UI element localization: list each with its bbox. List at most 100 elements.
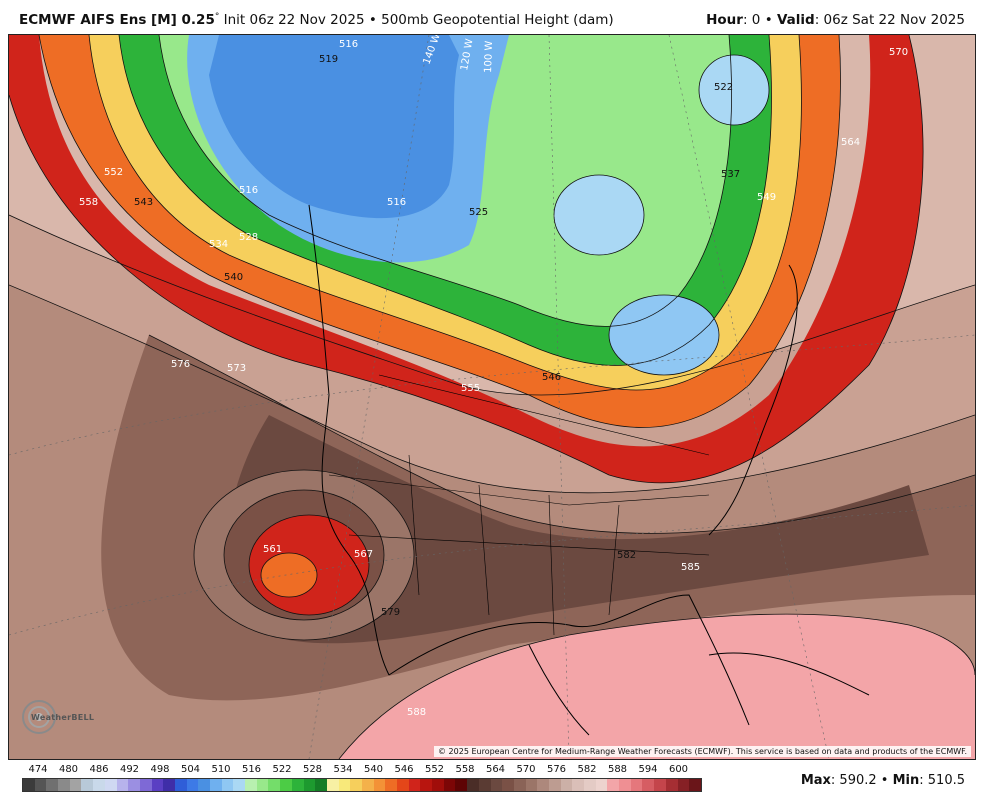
label-516-c: 516 (387, 197, 406, 208)
scale-swatch (443, 779, 456, 791)
scale-tick-label: 480 (58, 764, 79, 775)
scale-bar (22, 778, 702, 792)
scale-tick-label: 498 (150, 764, 170, 775)
label-543: 543 (134, 197, 153, 208)
low-hudson (554, 175, 644, 255)
cutoff-core (261, 553, 317, 597)
scale-swatch (93, 779, 105, 791)
scale-swatch (373, 779, 386, 791)
scale-swatch (408, 779, 421, 791)
scale-swatch (525, 779, 538, 791)
scale-swatch (233, 779, 246, 791)
scale-swatch (361, 779, 374, 791)
label-588: 588 (407, 707, 426, 718)
state-borders (328, 374, 710, 636)
scale-swatch (291, 779, 304, 791)
scale-tick-label: 474 (28, 764, 48, 775)
model-name: ECMWF AIFS Ens [M] 0.25 (19, 12, 215, 28)
hour-label: Hour (706, 12, 743, 28)
scale-swatch (537, 779, 549, 791)
scale-tick-label: 492 (119, 764, 140, 775)
scale-swatch (245, 779, 257, 791)
color-scale: 474 480 486 492 498 504 510 516 522 528 534 540 546 5… (22, 764, 702, 798)
scale-swatch (350, 779, 362, 791)
scale-swatch (595, 779, 608, 791)
label-582: 582 (617, 550, 636, 561)
scale-swatch (174, 779, 187, 791)
scale-swatch (397, 779, 409, 791)
scale-swatch (128, 779, 140, 791)
scale-tick-label: 510 (211, 764, 231, 775)
scale-swatch (198, 779, 210, 791)
scale-tick-label: 576 (546, 764, 567, 775)
scale-swatch (256, 779, 269, 791)
label-567: 567 (354, 549, 373, 560)
copyright-notice: © 2025 European Centre for Medium-Range … (434, 746, 971, 757)
scale-swatch (163, 779, 175, 791)
scale-swatch (560, 779, 573, 791)
scale-tick-label: 534 (333, 764, 353, 775)
scale-swatch (338, 779, 351, 791)
scale-swatch (69, 779, 82, 791)
low-greenland (699, 55, 769, 125)
scale-swatch (385, 779, 397, 791)
chart-header: ECMWF AIFS Ens [M] 0.25° Init 06z 22 Nov… (0, 0, 984, 34)
scale-swatch (665, 779, 678, 791)
scale-tick-label: 546 (394, 764, 414, 775)
scale-tick-label: 558 (455, 764, 475, 775)
scale-swatch (151, 779, 164, 791)
scale-swatch (280, 779, 292, 791)
max-label: Max (800, 773, 831, 788)
title: ECMWF AIFS Ens [M] 0.25° Init 06z 22 Nov… (19, 12, 614, 28)
contour-labels: 516 519 516 516 522 525 528 534 537 540 … (79, 35, 908, 718)
max-value: : 590.2 (830, 773, 877, 788)
low-quebec (609, 295, 719, 375)
scale-swatch (548, 779, 561, 791)
contour-lines (9, 35, 975, 759)
scale-swatch (619, 779, 631, 791)
stats-separator: • (880, 773, 889, 788)
label-522: 522 (714, 82, 733, 93)
scale-swatch (490, 779, 503, 791)
low-core (209, 35, 459, 219)
valid-separator: • (764, 12, 773, 28)
scale-swatch (455, 779, 468, 791)
scale-tick-label: 522 (272, 764, 292, 775)
min-value: : 510.5 (919, 773, 965, 788)
scale-swatch (58, 779, 70, 791)
scale-swatch (607, 779, 620, 791)
label-540: 540 (224, 272, 243, 283)
label-558: 558 (79, 197, 98, 208)
hour-value: : 0 (742, 12, 761, 28)
scale-swatch (689, 779, 701, 791)
scale-swatch (46, 779, 59, 791)
label-585: 585 (681, 562, 700, 573)
scale-tick-label: 540 (363, 764, 384, 775)
label-528: 528 (239, 232, 258, 243)
scale-swatch (326, 779, 339, 791)
height-map[interactable]: 516 519 516 516 522 525 528 534 537 540 … (8, 34, 976, 760)
swirl-icon (22, 700, 56, 734)
label-516-w: 516 (239, 185, 258, 196)
label-537: 537 (721, 169, 740, 180)
label-534: 534 (209, 239, 228, 250)
coastlines (308, 204, 870, 736)
max-min-readout: Max: 590.2 • Min: 510.5 (801, 773, 965, 788)
scale-swatch (513, 779, 526, 791)
scale-tick-label: 594 (638, 764, 658, 775)
scale-swatch (186, 779, 199, 791)
label-576: 576 (171, 359, 190, 370)
product-name: 500mb Geopotential Height (dam) (381, 12, 614, 28)
scale-swatch (478, 779, 491, 791)
scale-tick-label: 582 (577, 764, 597, 775)
scale-swatch (34, 779, 47, 791)
scale-tick-label: 504 (180, 764, 201, 775)
init-time: Init 06z 22 Nov 2025 (223, 12, 365, 28)
scale-tick-label: 570 (516, 764, 536, 775)
scale-tick-label: 486 (89, 764, 109, 775)
subtropical-high (339, 614, 975, 759)
scale-swatch (315, 779, 327, 791)
scale-swatch (303, 779, 316, 791)
scale-tick-label: 516 (241, 764, 262, 775)
map-canvas: 516 519 516 516 522 525 528 534 537 540 … (9, 35, 975, 759)
